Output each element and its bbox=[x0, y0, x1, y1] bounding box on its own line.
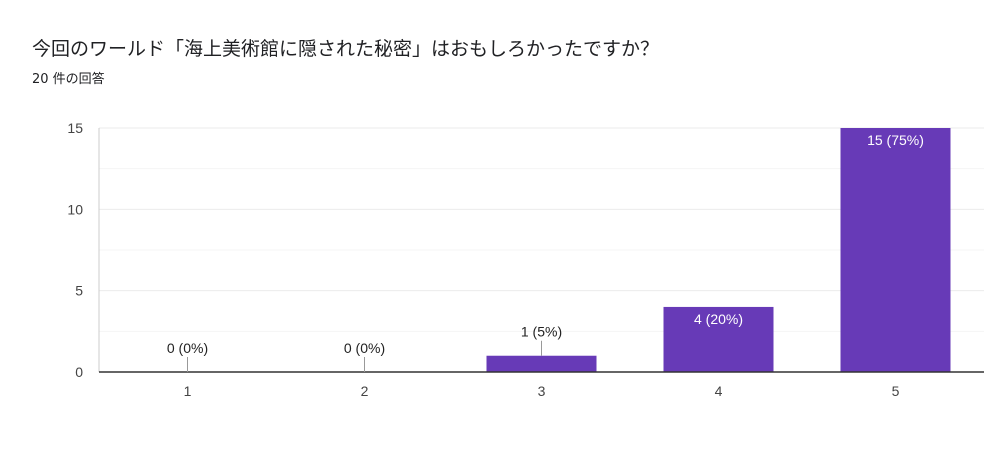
x-tick-label: 5 bbox=[892, 383, 900, 399]
x-tick-label: 3 bbox=[538, 383, 546, 399]
gridlines bbox=[99, 127, 984, 332]
data-label: 4 (20%) bbox=[694, 311, 743, 327]
y-tick-label: 10 bbox=[67, 201, 83, 217]
y-tick-label: 5 bbox=[75, 283, 83, 299]
bar bbox=[486, 355, 597, 372]
chart-title: 今回のワールド「海上美術館に隠された秘密」はおもしろかったですか？ bbox=[32, 38, 660, 60]
x-tick-label: 1 bbox=[184, 383, 192, 399]
data-label: 0 (0%) bbox=[167, 340, 208, 356]
axes bbox=[98, 128, 984, 373]
y-tick-label: 0 bbox=[75, 364, 83, 380]
bar bbox=[663, 306, 774, 372]
y-tick-label: 15 bbox=[67, 120, 83, 136]
data-label: 1 (5%) bbox=[521, 324, 562, 340]
response-count: 20 件の回答 bbox=[32, 72, 105, 87]
x-tick-label: 2 bbox=[361, 383, 369, 399]
data-label: 0 (0%) bbox=[344, 340, 385, 356]
labels: 0 5 10 15 0 (0%) 1 0 (0%) 2 1 (5%) 3 4 (20%) 4 15 (7… bbox=[67, 120, 923, 399]
x-tick-label: 4 bbox=[715, 383, 723, 399]
data-label: 15 (75%) bbox=[867, 132, 924, 148]
bars bbox=[486, 128, 951, 372]
bar bbox=[840, 128, 951, 372]
